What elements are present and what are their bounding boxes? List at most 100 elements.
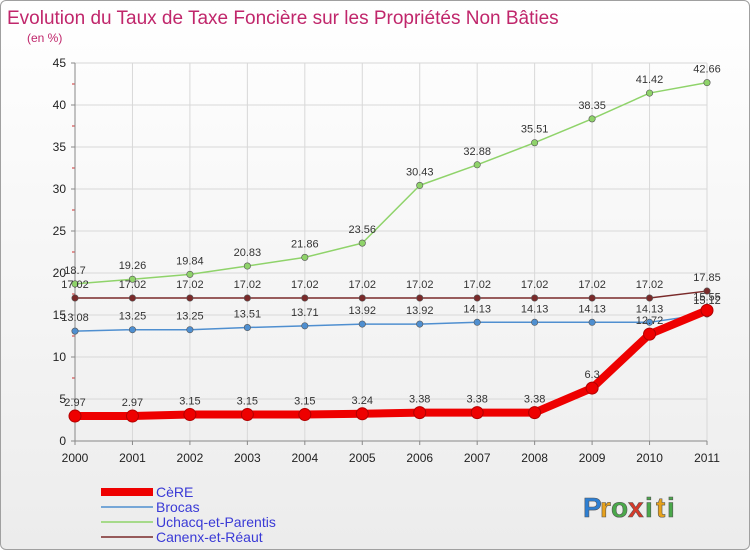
data-label: 18.7 [64,265,85,277]
legend: CèREBrocasUchacq-et-ParentisCanenx-et-Ré… [101,484,276,545]
data-point [243,262,251,270]
data-label: 32.88 [463,146,491,158]
data-label: 13.92 [406,305,434,317]
data-point [71,294,79,302]
x-tick-label: 2001 [119,451,146,465]
data-label: 3.38 [409,394,430,406]
x-tick-label: 2005 [349,451,376,465]
chart-title: Evolution du Taux de Taxe Foncière sur l… [7,8,559,29]
data-point [125,409,139,423]
data-point [703,79,711,87]
data-label: 13.25 [119,311,147,323]
data-label: 13.25 [176,311,204,323]
data-point [473,161,481,169]
y-tick-label: 15 [53,308,67,322]
data-point [585,381,599,395]
data-label: 35.51 [521,124,549,136]
data-point [646,294,654,302]
data-label: 17.02 [291,279,319,291]
data-point [355,407,369,421]
data-label: 17.02 [578,279,606,291]
data-label: 14.13 [636,303,664,315]
legend-label: CèRE [156,484,193,500]
data-point [588,294,596,302]
data-point [700,303,714,317]
x-tick-label: 2000 [62,451,89,465]
data-point [588,115,596,123]
data-label: 17.02 [349,279,377,291]
y-tick-label: 35 [53,140,67,154]
logo-letter: t [656,492,665,523]
data-label: 17.02 [521,279,549,291]
data-point [243,324,251,332]
series-line [74,81,708,285]
y-tick-label: 5 [59,392,66,406]
data-point [183,408,197,422]
data-label: 20.83 [234,247,262,259]
data-labels: 17.02 17.02 17.02 17.02 17.02 17.02 17.02 17.02… [61,64,721,409]
legend-label: Brocas [156,499,200,515]
x-tick-label: 2010 [636,451,663,465]
data-point [646,89,654,97]
data-label: 42.66 [693,64,721,76]
data-label: 2.97 [64,397,85,409]
data-label: 23.56 [349,224,377,236]
logo-letter: i [667,492,675,523]
x-tick-label: 2009 [579,451,606,465]
axes: 0 5 10 15 20 25 30 35 40 45 2000 2001 2002 2003 2004 20… [53,56,721,465]
data-label: 13.71 [291,307,319,319]
logo-letter: P [583,492,602,523]
data-point [358,294,366,302]
data-label: 3.38 [524,394,545,406]
data-point [128,275,136,283]
data-label: 17.85 [693,272,721,284]
data-label: 12.72 [636,315,664,327]
data-label: 13.08 [61,312,89,324]
data-point [128,294,136,302]
data-point [413,406,427,420]
data-point [703,287,711,295]
data-point [358,239,366,247]
data-label: 3.15 [237,396,258,408]
data-label: 15.55 [693,291,721,303]
data-label: 17.02 [119,279,147,291]
data-point [416,294,424,302]
data-point [528,406,542,420]
data-point [128,326,136,334]
data-label: 21.86 [291,238,319,250]
logo-letter: o [611,492,628,523]
data-point [301,253,309,261]
logo-letter: i [645,492,653,523]
x-tick-label: 2004 [291,451,318,465]
logo-letter: x [628,492,644,523]
data-label: 6.3 [584,369,599,381]
data-label: 17.02 [406,279,434,291]
data-label: 19.84 [176,255,204,267]
data-label: 13.51 [234,309,262,321]
legend-label: Canenx-et-Réaut [156,529,263,545]
x-tick-label: 2002 [177,451,204,465]
y-tick-label: 10 [53,350,67,364]
data-point [643,327,657,341]
data-point [301,294,309,302]
data-label: 14.13 [463,303,491,315]
x-tick-label: 2003 [234,451,261,465]
data-label: 14.13 [521,303,549,315]
data-point [470,406,484,420]
data-point [68,409,82,423]
x-tick-label: 2008 [521,451,548,465]
data-point [646,318,654,326]
data-point [298,408,312,422]
grid-lines [74,62,708,442]
data-label: 41.42 [636,74,664,86]
data-point [531,294,539,302]
data-point [186,294,194,302]
x-tick-label: 2006 [406,451,433,465]
data-point [71,280,79,288]
data-label: 14.13 [578,303,606,315]
data-point [531,318,539,326]
legend-label: Uchacq-et-Parentis [156,514,276,530]
data-label: 17.02 [234,279,262,291]
series-line [75,290,708,299]
